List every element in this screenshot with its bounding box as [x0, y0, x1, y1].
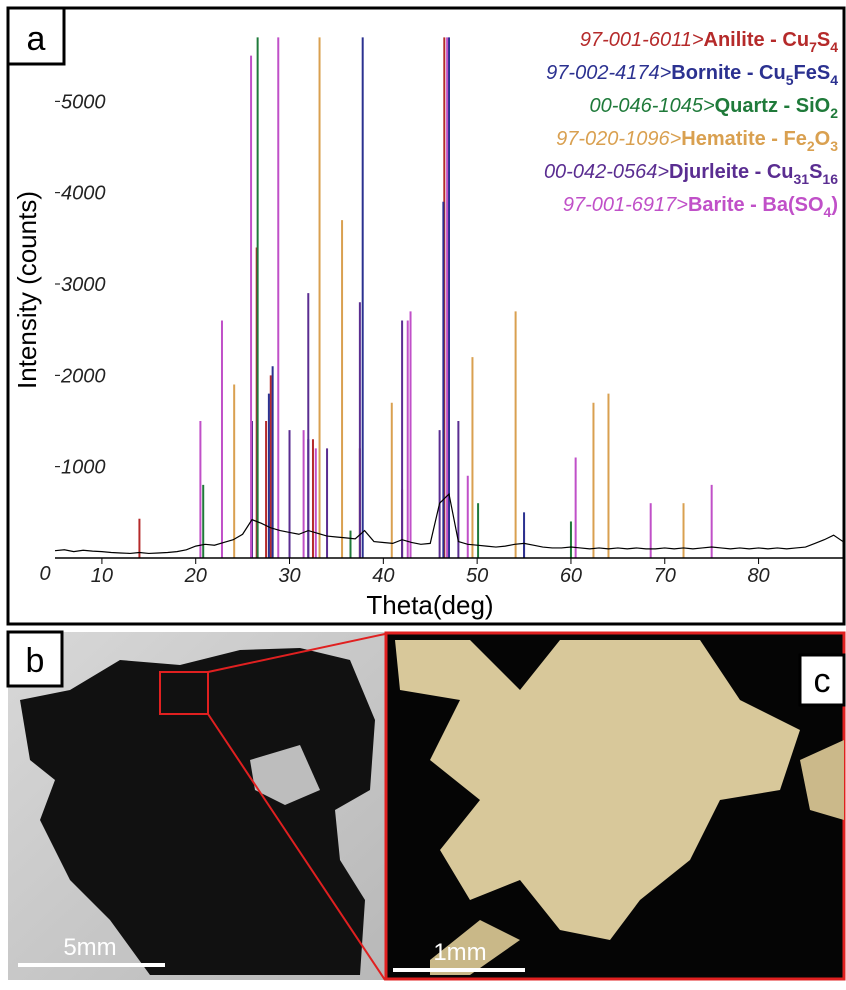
sample-dark [20, 648, 375, 975]
legend-entry: 97-020-1096>Hematite - Fe2O3 [556, 128, 838, 154]
crystal [395, 640, 800, 940]
legend-name: Bornite - Cu [671, 62, 785, 84]
legend-code: 97-020-1096> [556, 128, 681, 150]
legend-name: 3 [830, 138, 838, 154]
x-tick-label: 50 [466, 565, 488, 587]
y-axis-title: Intensity (counts) [12, 191, 42, 389]
panel-label-box [798, 653, 846, 707]
legend-name: 2 [807, 138, 815, 154]
legend-code: 97-001-6917> [563, 194, 688, 216]
sample-light [250, 745, 320, 805]
y-tick-label: 1000 [61, 457, 106, 479]
legend-name: ) [831, 194, 838, 216]
legend-code: 97-001-6011> [580, 29, 704, 51]
legend-name: S [817, 29, 830, 51]
legend-entry: 00-042-0564>Djurleite - Cu31S16 [544, 161, 838, 187]
y-tick-label: 3000 [61, 274, 106, 296]
legend-entry: 97-002-4174>Bornite - Cu5FeS4 [546, 62, 838, 88]
x-tick-label: 20 [184, 565, 207, 587]
panel-a-frame [6, 6, 846, 626]
legend-name: 4 [830, 39, 838, 55]
panel-label: c [814, 662, 831, 700]
x-tick-label: 60 [560, 565, 582, 587]
x-tick-label: 80 [747, 565, 769, 587]
legend-name: Quartz - SiO [715, 95, 831, 117]
crystal [800, 740, 844, 820]
legend-name: 31 [794, 171, 810, 187]
scale-label: 5mm [63, 934, 116, 961]
panel-label-box [6, 630, 64, 688]
legend-name: Djurleite - Cu [669, 161, 793, 183]
y-tick-label: 5000 [61, 91, 106, 113]
legend-code: 00-042-0564> [544, 161, 669, 183]
panel-label-box [6, 6, 66, 66]
legend-name: S [809, 161, 822, 183]
legend-entry: 97-001-6011>Anilite - Cu7S4 [580, 29, 838, 55]
legend-name: FeS [794, 62, 831, 84]
legend-code: 00-046-1045> [590, 95, 715, 117]
plot-area: 10 20 30 40 50 60 70 80 0 1000 2000 3000 4000 5000 [39, 37, 844, 587]
legend-name: 4 [824, 204, 832, 220]
legend-name: 4 [830, 72, 838, 88]
x-axis-title: Theta(deg) [366, 590, 493, 620]
x-tick-label: 40 [372, 565, 394, 587]
legend-name: 5 [786, 72, 794, 88]
zoom-box [159, 671, 209, 715]
legend-entry: 00-046-1045>Quartz - SiO2 [590, 95, 839, 121]
panel-label: a [27, 20, 46, 58]
legend-name: Hematite - Fe [681, 128, 807, 150]
scale-label: 1mm [433, 939, 486, 966]
x-tick-label: 30 [278, 565, 300, 587]
y-tick-label: 4000 [61, 183, 106, 205]
y-tick-label: 0 [39, 563, 50, 585]
y-tick-label: 2000 [60, 365, 106, 387]
legend-code: 97-002-4174> [546, 62, 671, 84]
legend-name: 16 [822, 171, 838, 187]
legend-name: 2 [830, 105, 838, 121]
legend-name: Barite - Ba(SO [688, 194, 824, 216]
measured-pattern [54, 492, 844, 555]
legend-name: 7 [809, 39, 817, 55]
legend-name: O [815, 128, 831, 150]
zoom-line [207, 713, 386, 981]
legend-name: Anilite - Cu [704, 29, 810, 51]
panel-label: b [26, 642, 45, 680]
legend-entry: 97-001-6917>Barite - Ba(SO4) [563, 194, 838, 220]
x-tick-label: 70 [654, 565, 676, 587]
crystal [430, 920, 520, 975]
zoom-line [207, 633, 386, 673]
x-tick-label: 10 [91, 565, 113, 587]
